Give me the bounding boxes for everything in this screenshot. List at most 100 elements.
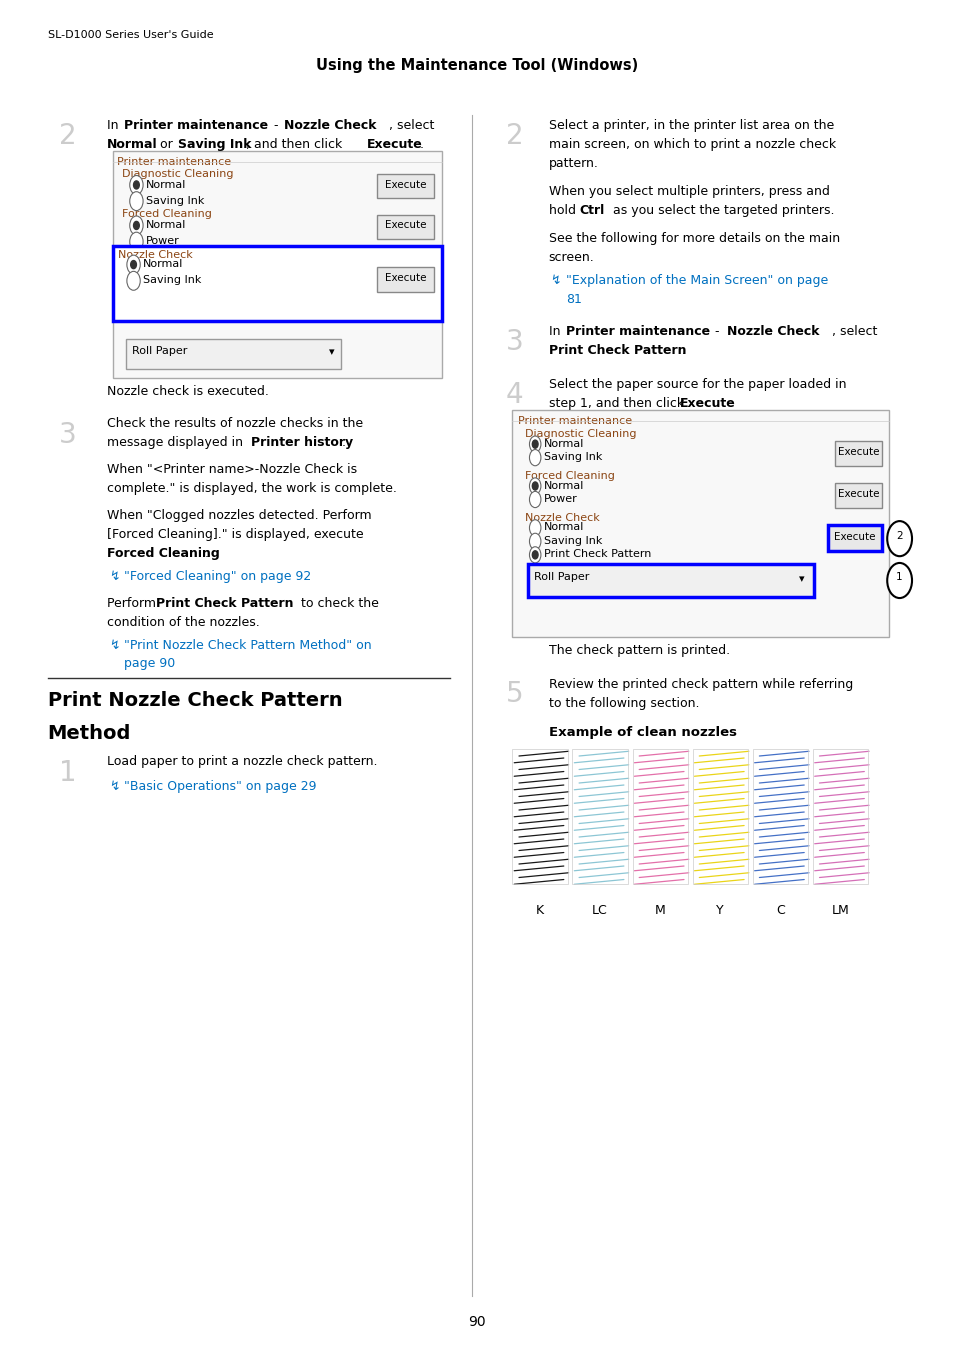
- Text: Diagnostic Cleaning: Diagnostic Cleaning: [524, 429, 636, 439]
- Text: ▾: ▾: [799, 574, 804, 583]
- Text: Normal: Normal: [146, 180, 186, 189]
- Text: Execute: Execute: [837, 447, 879, 456]
- FancyBboxPatch shape: [527, 564, 813, 597]
- Text: 90: 90: [468, 1315, 485, 1328]
- Text: Forced Cleaning: Forced Cleaning: [122, 209, 212, 219]
- Text: condition of the nozzles.: condition of the nozzles.: [107, 616, 259, 629]
- Text: Normal: Normal: [543, 439, 583, 448]
- Circle shape: [886, 563, 911, 598]
- Text: as you select the targeted printers.: as you select the targeted printers.: [608, 204, 833, 217]
- Circle shape: [130, 232, 143, 251]
- Text: to the following section.: to the following section.: [548, 697, 699, 710]
- Text: SL-D1000 Series User's Guide: SL-D1000 Series User's Guide: [48, 30, 213, 39]
- Text: hold: hold: [548, 204, 578, 217]
- Text: Printer maintenance: Printer maintenance: [517, 416, 632, 425]
- FancyBboxPatch shape: [512, 410, 888, 637]
- Text: "Basic Operations" on page 29: "Basic Operations" on page 29: [124, 780, 316, 794]
- Text: .: .: [419, 138, 423, 151]
- Text: Normal: Normal: [146, 220, 186, 230]
- Text: Nozzle Check: Nozzle Check: [726, 325, 819, 339]
- Text: .: .: [341, 436, 345, 450]
- Circle shape: [529, 478, 540, 494]
- Text: , select: , select: [389, 119, 435, 132]
- Text: Method: Method: [48, 724, 131, 742]
- Text: complete." is displayed, the work is complete.: complete." is displayed, the work is com…: [107, 482, 396, 495]
- Text: In: In: [107, 119, 122, 132]
- Circle shape: [532, 440, 537, 448]
- Text: Saving Ink: Saving Ink: [178, 138, 252, 151]
- Text: 2: 2: [505, 122, 522, 150]
- Text: main screen, on which to print a nozzle check: main screen, on which to print a nozzle …: [548, 138, 835, 151]
- Circle shape: [127, 271, 140, 290]
- Text: , and then click: , and then click: [246, 138, 346, 151]
- Text: 5: 5: [505, 680, 522, 709]
- Text: "Explanation of the Main Screen" on page: "Explanation of the Main Screen" on page: [565, 274, 827, 288]
- Circle shape: [529, 450, 540, 466]
- Text: Roll Paper: Roll Paper: [534, 572, 589, 582]
- Text: .: .: [205, 547, 209, 560]
- Circle shape: [131, 261, 136, 269]
- Circle shape: [133, 221, 139, 230]
- Text: Using the Maintenance Tool (Windows): Using the Maintenance Tool (Windows): [315, 58, 638, 73]
- Circle shape: [529, 520, 540, 536]
- Circle shape: [130, 192, 143, 211]
- FancyBboxPatch shape: [112, 246, 441, 321]
- Circle shape: [127, 298, 140, 317]
- Text: Printer maintenance: Printer maintenance: [565, 325, 709, 339]
- Text: "Print Nozzle Check Pattern Method" on: "Print Nozzle Check Pattern Method" on: [124, 639, 372, 652]
- Text: .: .: [728, 397, 732, 410]
- Text: Diagnostic Cleaning: Diagnostic Cleaning: [122, 169, 233, 178]
- Text: 1: 1: [59, 759, 76, 787]
- Text: screen.: screen.: [548, 251, 594, 265]
- Text: ↯: ↯: [551, 274, 565, 288]
- Text: Forced Cleaning: Forced Cleaning: [107, 547, 219, 560]
- Text: Power: Power: [543, 494, 577, 504]
- Text: Saving Ink: Saving Ink: [543, 536, 601, 545]
- Text: Load paper to print a nozzle check pattern.: Load paper to print a nozzle check patte…: [107, 755, 377, 768]
- Text: 4: 4: [505, 381, 522, 409]
- Text: Print Check Pattern: Print Check Pattern: [155, 597, 293, 610]
- Text: 1: 1: [896, 572, 902, 582]
- Text: LC: LC: [592, 904, 607, 918]
- Text: Nozzle Check: Nozzle Check: [284, 119, 376, 132]
- FancyBboxPatch shape: [827, 525, 882, 551]
- Text: Print Check Pattern: Print Check Pattern: [143, 302, 251, 312]
- Text: K: K: [536, 904, 543, 918]
- Text: -: -: [270, 119, 282, 132]
- FancyBboxPatch shape: [112, 151, 441, 378]
- Text: Printer maintenance: Printer maintenance: [117, 157, 232, 166]
- Text: Check the results of nozzle checks in the: Check the results of nozzle checks in th…: [107, 417, 362, 431]
- Circle shape: [886, 521, 911, 556]
- Text: When you select multiple printers, press and: When you select multiple printers, press…: [548, 185, 828, 198]
- Text: 2: 2: [896, 531, 902, 540]
- Text: Example of clean nozzles: Example of clean nozzles: [548, 726, 736, 740]
- Text: LM: LM: [831, 904, 848, 918]
- Text: Y: Y: [716, 904, 723, 918]
- Text: pattern.: pattern.: [548, 157, 598, 170]
- Text: Ctrl: Ctrl: [578, 204, 603, 217]
- Text: ▾: ▾: [329, 347, 335, 356]
- Text: Print Check Pattern: Print Check Pattern: [543, 549, 651, 559]
- Text: 3: 3: [59, 421, 77, 450]
- FancyBboxPatch shape: [834, 441, 882, 466]
- Text: 2: 2: [59, 122, 76, 150]
- Text: Normal: Normal: [543, 522, 583, 532]
- Text: to check the: to check the: [296, 597, 378, 610]
- FancyBboxPatch shape: [376, 174, 434, 198]
- Circle shape: [529, 547, 540, 563]
- Circle shape: [127, 255, 140, 274]
- Text: ↯: ↯: [110, 780, 124, 794]
- Text: Select a printer, in the printer list area on the: Select a printer, in the printer list ar…: [548, 119, 833, 132]
- Text: Execute: Execute: [837, 489, 879, 498]
- Text: Saving Ink: Saving Ink: [146, 196, 204, 205]
- Circle shape: [529, 533, 540, 549]
- Text: Nozzle check is executed.: Nozzle check is executed.: [107, 385, 269, 398]
- Text: Print Check Pattern: Print Check Pattern: [548, 344, 685, 358]
- Text: Normal: Normal: [107, 138, 157, 151]
- Text: page 90: page 90: [124, 657, 175, 671]
- Text: When "<Printer name>-Nozzle Check is: When "<Printer name>-Nozzle Check is: [107, 463, 356, 477]
- Text: M: M: [654, 904, 665, 918]
- Text: Nozzle Check: Nozzle Check: [524, 513, 598, 522]
- Text: .: .: [681, 344, 685, 358]
- Text: 81: 81: [565, 293, 581, 306]
